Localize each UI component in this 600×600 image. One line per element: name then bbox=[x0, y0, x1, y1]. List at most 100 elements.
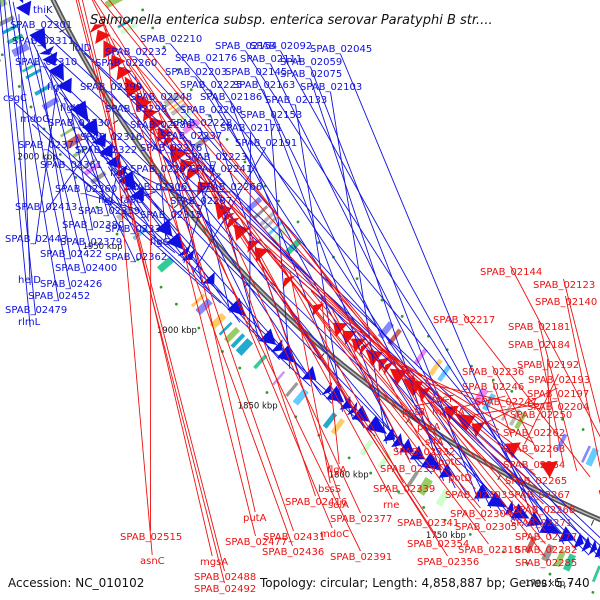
green-dot bbox=[225, 137, 229, 141]
forward-gene-label: thiK bbox=[33, 5, 53, 16]
green-dot bbox=[380, 298, 384, 302]
forward-gene-connector bbox=[45, 66, 528, 528]
green-dot bbox=[189, 88, 193, 92]
reverse-gene-label: SPAB_02436 bbox=[262, 547, 324, 558]
reverse-gene-label: SPAB_02204 bbox=[527, 402, 589, 413]
reverse-gene-label: SPAB_02193 bbox=[528, 375, 590, 386]
reverse-gene-connector bbox=[388, 356, 438, 437]
reverse-gene-label: potD bbox=[448, 473, 472, 484]
category-band bbox=[413, 347, 428, 366]
reverse-gene-arrow bbox=[89, 24, 106, 34]
forward-gene-label: SPAB_02479 bbox=[5, 305, 67, 316]
forward-gene-label: SPAB_02331 bbox=[105, 224, 167, 235]
category-band bbox=[120, 22, 138, 35]
reverse-gene-connector bbox=[105, 25, 153, 556]
forward-gene-connector bbox=[3, 0, 36, 316]
reverse-gene-connector bbox=[268, 249, 476, 490]
tick-label: 2000 kbp bbox=[18, 153, 58, 163]
green-dot bbox=[443, 518, 447, 522]
category-band bbox=[0, 15, 15, 27]
reverse-gene-connector bbox=[279, 259, 404, 484]
forward-gene-label: SPAB_02191 bbox=[235, 138, 297, 149]
forward-gene-label: SPAB_02232 bbox=[105, 47, 167, 58]
reverse-gene-label: SPAB_02431 bbox=[263, 532, 325, 543]
forward-gene-label: SPAB_02310 bbox=[15, 57, 77, 68]
forward-gene-label: SPAB_02311 bbox=[12, 36, 74, 47]
green-dot bbox=[525, 562, 529, 565]
forward-gene-connector bbox=[280, 50, 553, 539]
forward-gene-label: SPAB_02276 bbox=[140, 143, 202, 154]
forward-gene-label: SPAB_02176 bbox=[175, 53, 237, 64]
category-band bbox=[230, 333, 246, 349]
reverse-gene-connector bbox=[486, 387, 558, 424]
reverse-gene-label: SPAB_02339 bbox=[373, 484, 435, 495]
forward-gene-label: SPAB_02111 bbox=[240, 54, 302, 65]
category-band bbox=[25, 68, 42, 80]
forward-gene-connector bbox=[170, 43, 600, 560]
category-band bbox=[508, 408, 522, 427]
category-band bbox=[387, 328, 402, 346]
category-band bbox=[437, 364, 452, 382]
category-band bbox=[163, 91, 182, 108]
reverse-gene-connector bbox=[134, 76, 294, 532]
reverse-gene-label: SPAB_02184 bbox=[508, 340, 570, 351]
forward-gene-connector bbox=[245, 50, 565, 545]
reverse-gene-connector bbox=[473, 400, 558, 416]
category-band bbox=[235, 338, 254, 356]
forward-gene-arrow bbox=[19, 0, 24, 4]
green-dot bbox=[238, 366, 242, 370]
reverse-gene-connector bbox=[183, 148, 486, 522]
reverse-gene-connector bbox=[547, 358, 551, 458]
forward-gene-label: rlmL bbox=[18, 317, 41, 328]
reverse-gene-label: mgsA bbox=[200, 557, 228, 568]
green-dot bbox=[159, 285, 163, 289]
category-band bbox=[553, 549, 567, 568]
forward-gene-arrow bbox=[573, 532, 584, 549]
tick-label: 1700 kbp bbox=[525, 579, 565, 589]
forward-gene-label: SPAB_02413 bbox=[15, 202, 77, 213]
reverse-gene-connector bbox=[321, 300, 340, 465]
forward-gene-label: helD bbox=[18, 275, 41, 286]
forward-gene-connector bbox=[35, 86, 58, 245]
forward-gene-arrow bbox=[588, 539, 597, 555]
reverse-gene-label: SPAB_02477 bbox=[225, 537, 287, 548]
reverse-gene-label: SPAB_02305 bbox=[455, 522, 517, 533]
reverse-gene-connector bbox=[100, 0, 546, 545]
forward-gene-label: SPAB_02228 bbox=[170, 118, 232, 129]
forward-gene-label: flgJ bbox=[98, 195, 114, 206]
forward-gene-connector bbox=[110, 141, 241, 323]
reverse-gene-connector bbox=[81, 0, 213, 557]
reverse-gene-connector bbox=[158, 112, 333, 529]
forward-gene-connector bbox=[270, 63, 492, 509]
category-band bbox=[156, 256, 175, 273]
reverse-gene-label: SPAB_02356 bbox=[417, 557, 479, 568]
green-dot bbox=[95, 205, 99, 209]
reverse-gene-connector bbox=[289, 270, 331, 484]
reverse-gene-connector bbox=[463, 313, 591, 478]
reverse-gene-label: SPAB_02263 bbox=[503, 444, 565, 455]
forward-gene-label: SPAB_02443 bbox=[5, 234, 67, 245]
forward-gene-label: SPAB_02208 bbox=[180, 105, 242, 116]
reverse-gene-label: SPAB_02140 bbox=[535, 297, 597, 308]
reverse-gene-label: SPAB_02144 bbox=[480, 267, 542, 278]
green-dot bbox=[141, 8, 145, 12]
forward-gene-label: SPAB_02298 bbox=[105, 104, 167, 115]
map-title: Salmonella enterica subsp. enterica sero… bbox=[90, 13, 493, 28]
category-band bbox=[193, 133, 212, 150]
forward-gene-connector bbox=[43, 62, 163, 248]
forward-gene-connector bbox=[45, 143, 94, 213]
reverse-gene-connector bbox=[166, 125, 256, 513]
forward-gene-label: SPAB_02059 bbox=[280, 57, 342, 68]
label-connectors bbox=[0, 0, 600, 584]
green-dot bbox=[162, 45, 166, 49]
forward-gene-label: SPAB_02371 bbox=[18, 140, 80, 151]
reverse-gene-connector bbox=[93, 0, 448, 557]
reverse-gene-label: mnmA bbox=[432, 407, 465, 418]
forward-gene-arrow bbox=[510, 503, 530, 519]
tick-label: 1750 kbp bbox=[426, 531, 466, 541]
reverse-gene-label: asnC bbox=[140, 556, 165, 567]
forward-gene-label: SPAB_02322 bbox=[75, 145, 137, 156]
tick-label: 2050 kbp bbox=[0, 56, 1, 66]
forward-gene-connector bbox=[295, 104, 343, 412]
reverse-gene-arrow bbox=[539, 461, 558, 478]
